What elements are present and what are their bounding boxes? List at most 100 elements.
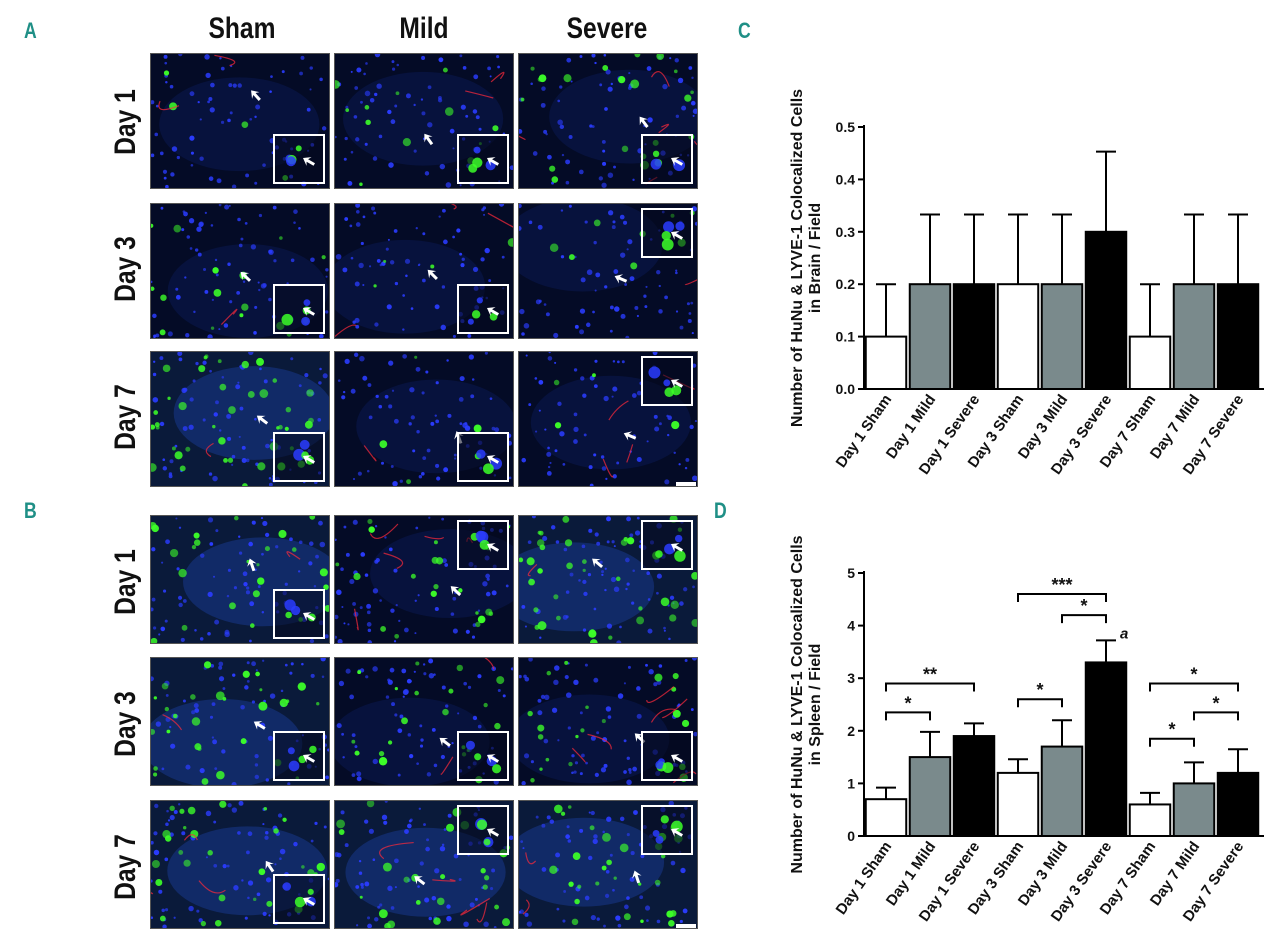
inset-arrow-icon	[487, 754, 500, 763]
arrow-icon	[253, 721, 266, 730]
micrograph-b-r2-c3	[518, 657, 698, 786]
scale-bar	[676, 924, 696, 928]
inset-box	[273, 589, 325, 639]
inset-arrow-icon	[671, 543, 684, 552]
arrow-icon	[639, 116, 649, 128]
micrograph-b-r1-c2	[334, 515, 514, 644]
x-tick-label: Day 1 Sham	[833, 839, 896, 918]
row-header-a-day7: Day 7	[109, 384, 142, 450]
inset-arrow-icon	[671, 231, 684, 240]
panel-label-b: B	[24, 498, 37, 523]
y-tick-label: 1	[847, 775, 855, 791]
significance-bracket	[885, 711, 931, 721]
arrow-icon	[265, 860, 275, 873]
micrograph-b-r3-c1	[150, 800, 330, 929]
inset-arrow-icon	[303, 754, 316, 763]
bar	[952, 735, 996, 837]
inset-box	[273, 874, 325, 924]
inset-arrow-icon	[671, 828, 684, 837]
inset-arrow-icon	[303, 307, 316, 316]
significance-bracket	[1017, 698, 1063, 708]
arrow-icon	[439, 737, 451, 747]
significance-bracket	[1061, 614, 1107, 624]
inset-box	[641, 731, 693, 781]
arrow-icon	[251, 90, 261, 101]
inset-arrow-icon	[303, 612, 316, 621]
micrograph-a-r1-c3	[518, 53, 698, 189]
inset-box	[641, 208, 693, 258]
arrow-icon	[592, 558, 604, 569]
micrograph-a-r2-c1	[150, 203, 330, 339]
micrograph-b-r1-c1	[150, 515, 330, 644]
y-tick-label: 2	[847, 723, 855, 739]
inset-box	[457, 284, 509, 334]
panel-label-c: C	[738, 18, 751, 43]
row-header-b-day7: Day 7	[109, 834, 142, 900]
significance-bracket	[1149, 682, 1239, 692]
inset-arrow-icon	[303, 897, 316, 906]
arrow-icon	[256, 415, 269, 425]
y-axis-label-line2: in Brain / Field	[807, 203, 824, 313]
inset-arrow-icon	[487, 455, 500, 464]
scale-bar	[676, 482, 696, 486]
micrograph-a-r3-c3	[518, 351, 698, 487]
inset-arrow-icon	[671, 754, 684, 763]
y-tick-label: 0.4	[836, 171, 856, 187]
bar	[1172, 283, 1216, 390]
panel-label-d: D	[714, 498, 727, 523]
row-header-a-day3: Day 3	[109, 236, 142, 302]
row-header-a-day1: Day 1	[109, 89, 142, 155]
y-tick-label: 0.1	[836, 329, 856, 345]
significance-bracket	[885, 682, 975, 692]
inset-arrow-icon	[487, 157, 500, 166]
inset-box	[457, 805, 509, 855]
inset-box	[641, 805, 693, 855]
significance-label: ***	[1051, 575, 1072, 595]
y-axis-label-line2: in Spleen / Field	[807, 644, 824, 766]
significance-label: *	[1080, 596, 1087, 616]
y-tick-label: 4	[847, 618, 855, 634]
y-tick-label: 0.2	[836, 276, 856, 292]
micrograph-a-r1-c2	[334, 53, 514, 189]
y-tick-label: 3	[847, 670, 855, 686]
arrow-icon	[623, 431, 637, 441]
bar	[908, 756, 952, 838]
arrow-icon	[632, 870, 642, 884]
column-header-sham: Sham	[208, 12, 276, 45]
micrograph-a-r2-c2	[334, 203, 514, 339]
arrow-icon	[240, 271, 252, 282]
bar	[1128, 803, 1172, 838]
inset-box	[273, 731, 325, 781]
bar	[864, 335, 908, 391]
bar	[908, 283, 952, 390]
micrograph-b-r2-c1	[150, 657, 330, 786]
bar	[1216, 771, 1260, 838]
inset-arrow-icon	[671, 379, 684, 388]
y-tick-label: 0.0	[836, 381, 856, 397]
inset-box	[457, 520, 509, 570]
micrograph-a-r3-c1	[150, 351, 330, 487]
inset-box	[457, 134, 509, 184]
bar	[1040, 745, 1084, 837]
inset-arrow-icon	[487, 307, 500, 316]
significance-label: **	[923, 664, 937, 684]
micrograph-b-r1-c3	[518, 515, 698, 644]
row-header-b-day1: Day 1	[109, 549, 142, 615]
bar	[1040, 283, 1084, 390]
column-header-mild: Mild	[399, 12, 449, 45]
inset-box	[457, 731, 509, 781]
bar	[1084, 661, 1128, 837]
x-tick-label: Day 1 Sham	[833, 392, 896, 471]
significance-label: *	[1168, 720, 1175, 740]
inset-box	[457, 432, 509, 482]
arrow-icon	[614, 274, 628, 284]
inset-arrow-icon	[303, 157, 316, 166]
significance-bracket	[1017, 593, 1107, 603]
micrograph-a-r2-c3	[518, 203, 698, 339]
significance-bracket	[1149, 737, 1195, 747]
inset-box	[641, 520, 693, 570]
chart-brain: 0.0 0.1 0.2 0.3 0.4 0.5 Day 1 Sham Day 1 Mild Da…	[780, 40, 1270, 490]
y-tick-label: 0	[847, 828, 855, 844]
significance-label: *	[1036, 680, 1043, 700]
